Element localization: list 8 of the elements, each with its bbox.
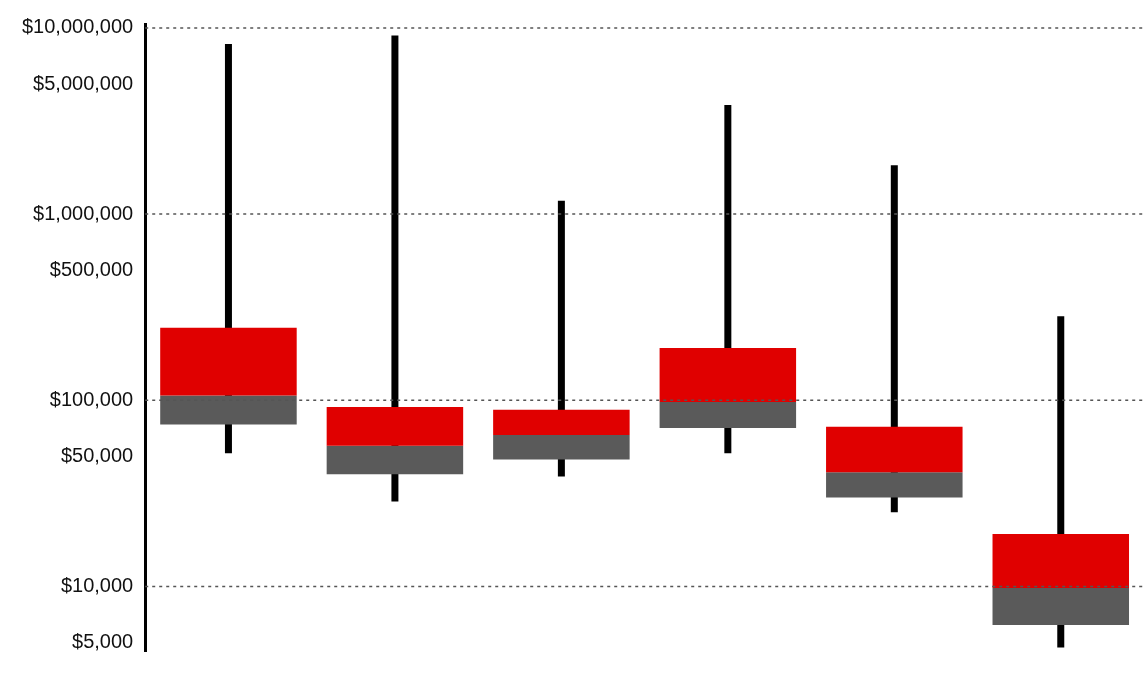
y-tick-label: $50,000 — [60, 443, 134, 466]
y-tick-label: $5,000,000 — [33, 71, 134, 94]
y-tick-label: $100,000 — [49, 387, 134, 410]
y-tick-label: $10,000 — [60, 573, 134, 596]
y-tick-label: $5,000 — [72, 630, 134, 652]
y-tick-label: $500,000 — [49, 257, 134, 280]
y-tick-label: $10,000,000 — [21, 15, 134, 38]
y-tick-label: $1,000,000 — [33, 201, 134, 224]
